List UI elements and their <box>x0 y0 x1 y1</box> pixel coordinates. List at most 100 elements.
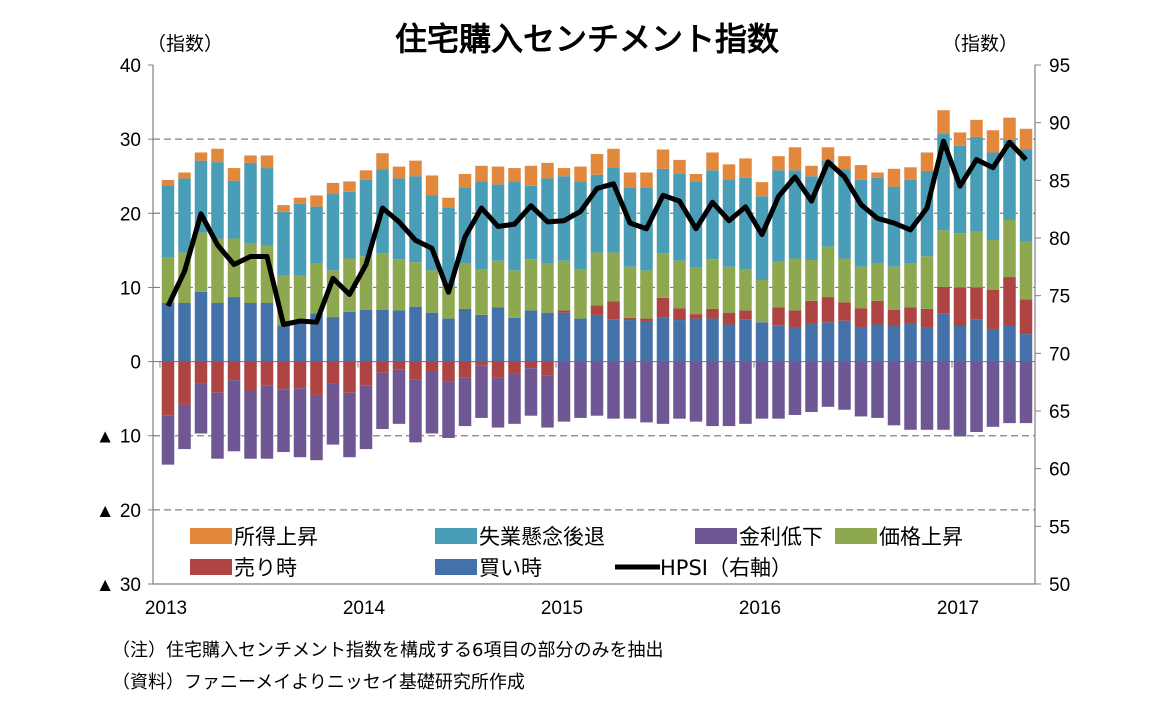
bar-sell <box>244 361 257 391</box>
bar-sell <box>887 309 901 326</box>
right-tick-label: 75 <box>1049 287 1070 308</box>
bar-income <box>871 172 884 178</box>
bar-price <box>293 275 307 322</box>
bar-price <box>640 270 653 319</box>
bar-rate <box>623 361 637 419</box>
bar-rate <box>854 361 868 417</box>
right-tick-label: 65 <box>1049 402 1070 423</box>
bar-income <box>788 147 802 171</box>
bar-unemployment <box>244 162 257 244</box>
x-tick-label: 2017 <box>937 598 979 619</box>
bar-income <box>887 168 901 187</box>
bar-rate <box>574 361 587 418</box>
bar-unemployment <box>178 178 191 253</box>
bar-unemployment <box>161 185 175 258</box>
bar-income <box>607 148 620 168</box>
bar-income <box>706 152 719 171</box>
legend-label-sell: 売り時 <box>234 556 297 580</box>
bar-income <box>953 132 967 146</box>
bar-price <box>871 262 884 301</box>
bar-rate <box>887 361 901 426</box>
right-tick-label: 95 <box>1049 56 1070 77</box>
left-tick-label: 40 <box>120 56 141 77</box>
bar-income <box>904 167 917 180</box>
bar-unemployment <box>475 181 488 270</box>
bar-income <box>359 170 373 180</box>
left-tick-label: 0 <box>130 353 141 374</box>
bar-unemployment <box>953 145 967 234</box>
bar-rate <box>739 361 752 424</box>
bar-income <box>409 160 422 177</box>
bar-unemployment <box>821 160 835 247</box>
bar-unemployment <box>227 180 241 239</box>
bar-price <box>343 258 356 312</box>
bar-income <box>739 158 752 178</box>
legend-swatch-unemployment <box>435 528 477 544</box>
legend-label-price: 価格上昇 <box>879 525 963 549</box>
bar-price <box>970 231 983 288</box>
bar-buy <box>557 312 571 362</box>
bar-unemployment <box>310 206 323 264</box>
bar-rate <box>590 361 604 416</box>
bar-sell <box>904 307 917 324</box>
bar-rate <box>359 385 373 450</box>
bar-unemployment <box>409 176 422 263</box>
bar-price <box>458 263 472 309</box>
bar-income <box>508 168 521 182</box>
bar-income <box>623 172 637 188</box>
bar-sell <box>359 361 373 386</box>
right-tick-label: 80 <box>1049 229 1070 250</box>
bar-buy <box>442 318 455 362</box>
bar-unemployment <box>607 167 620 253</box>
bar-sell <box>1003 277 1016 326</box>
bar-sell <box>425 361 439 372</box>
bar-price <box>937 230 950 287</box>
bar-unemployment <box>623 187 637 267</box>
bar-price <box>656 253 670 298</box>
bar-sell <box>590 305 604 315</box>
bar-rate <box>920 361 934 430</box>
bar-buy <box>310 313 323 362</box>
bar-sell <box>277 361 290 390</box>
bar-price <box>574 269 587 319</box>
note-1: （注）住宅購入センチメント指数を構成する6項目の部分のみを抽出 <box>112 640 663 661</box>
bar-buy <box>227 297 241 362</box>
bar-unemployment <box>326 194 340 271</box>
bar-income <box>227 168 241 181</box>
x-tick-label: 2016 <box>739 598 781 619</box>
bar-price <box>442 286 455 319</box>
bar-sell <box>623 317 637 321</box>
bar-sell <box>161 361 175 416</box>
bar-buy <box>458 308 472 362</box>
bar-rate <box>392 369 406 424</box>
bar-sell <box>376 361 389 373</box>
bar-buy <box>475 314 488 362</box>
bar-buy <box>953 325 967 362</box>
bar-buy <box>574 318 587 362</box>
bar-price <box>310 263 323 314</box>
bar-sell <box>211 361 224 393</box>
bars <box>161 110 1033 465</box>
bar-rate <box>293 388 307 458</box>
bar-sell <box>343 361 356 393</box>
bar-buy <box>788 327 802 362</box>
bar-sell <box>937 286 950 314</box>
bar-price <box>986 239 1000 290</box>
bar-rate <box>640 361 653 423</box>
bar-rate <box>904 361 917 430</box>
bar-price <box>821 246 835 298</box>
bar-sell <box>706 308 719 319</box>
bar-unemployment <box>1019 149 1033 242</box>
bar-rate <box>970 361 983 433</box>
bar-rate <box>1019 361 1033 424</box>
bar-unemployment <box>986 152 1000 240</box>
bar-income <box>376 153 389 170</box>
bar-income <box>475 165 488 182</box>
x-tick-label: 2014 <box>343 598 386 619</box>
bar-buy <box>887 325 901 362</box>
bar-income <box>970 119 983 137</box>
bar-buy <box>161 302 175 362</box>
x-tick-label: 2015 <box>541 598 583 619</box>
